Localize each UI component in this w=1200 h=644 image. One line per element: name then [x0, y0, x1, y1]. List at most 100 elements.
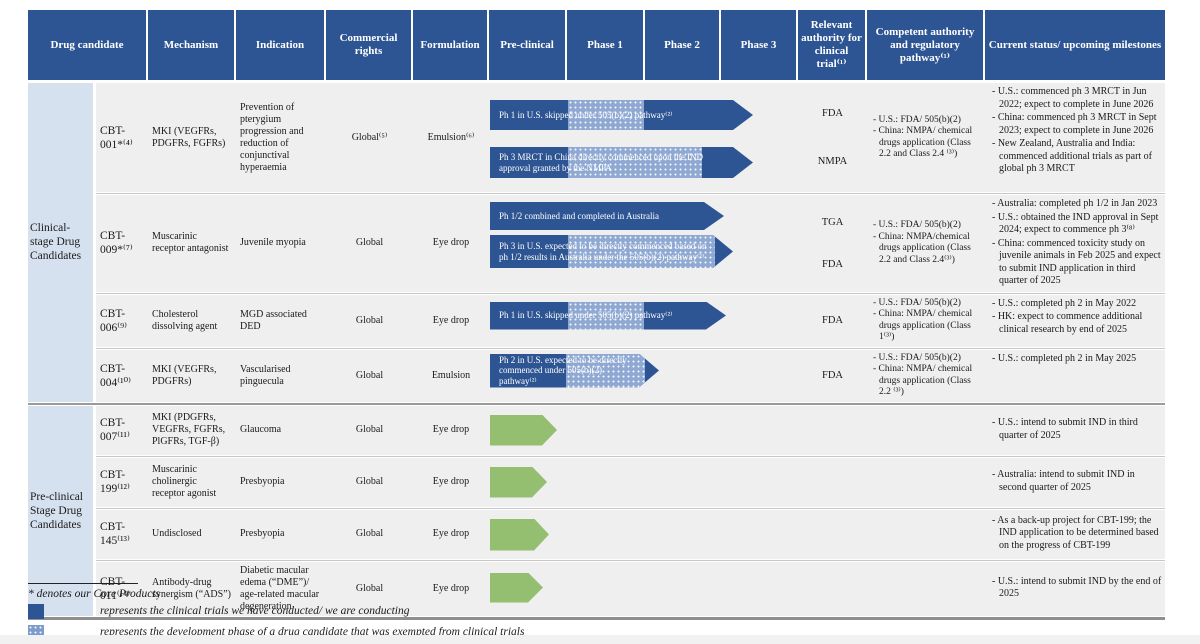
table-row-cbt-145: CBT-145⁽¹³⁾ Undisclosed Presbyopia Globa… [96, 509, 1165, 559]
column-header-commercial-rights: Commercial rights [326, 10, 413, 80]
cell-indication: Juvenile myopia [240, 237, 306, 249]
table-bottom-border [28, 616, 1165, 620]
status-line: - U.S.: intend to submit IND by the end … [992, 575, 1162, 600]
cell-current-status: - U.S.: completed ph 2 in May 2025 [985, 350, 1165, 402]
cell-mechanism: MKI (VEGFRs, PDGFRs, FGFRs) [152, 125, 226, 149]
table-row-cbt-199: CBT-199⁽¹²⁾ Muscarinic cholinergic recep… [96, 457, 1165, 507]
status-line: - As a back-up project for CBT-199; the … [992, 514, 1159, 551]
cell-current-status: - U.S.: intend to submit IND by the end … [985, 562, 1165, 616]
authority-label: NMPA [817, 156, 848, 168]
group-cell-clinical: Clinical-stage Drug Candidates [28, 83, 96, 402]
header-row: Drug candidate Mechanism Indication Comm… [28, 10, 1165, 80]
pre-clinical-arrow [490, 519, 549, 551]
cell-candidate: CBT-145⁽¹³⁾ [100, 521, 130, 547]
trial-arrow-label: Ph 1/2 combined and completed in Austral… [499, 210, 659, 221]
authority-label: TGA [821, 216, 844, 228]
exempted-phase-segment [568, 235, 715, 268]
cell-phase-timeline [489, 510, 798, 559]
status-line: - China: commenced ph 3 MRCT in Sept 202… [992, 112, 1157, 136]
status-line: - U.S.: intend to submit IND in third qu… [992, 417, 1138, 441]
pipeline-table: Drug candidate Mechanism Indication Comm… [28, 10, 1165, 620]
cell-commercial-rights: Global [355, 237, 384, 249]
table-row-cbt-006: CBT-006⁽⁹⁾ Cholesterol dissolving agent … [96, 294, 1165, 347]
cell-regulatory-pathway [867, 406, 985, 455]
table-row-cbt-011: CBT-011⁽¹⁴⁾ Antibody-drug synergism (“AD… [96, 561, 1165, 616]
cell-mechanism: MKI (VEGFRs, PDGFRs) [152, 363, 217, 387]
pathway-line: - China: NMPA/ chemical drugs applicatio… [873, 309, 973, 342]
cell-phase-timeline [489, 406, 798, 455]
conducted-arrow-shape [490, 235, 733, 268]
cell-phase-timeline: Ph 2 in U.S. expected to be directly com… [489, 350, 798, 402]
cell-phase-timeline: Ph 1 in U.S. skipped under 505(b)(2) pat… [489, 295, 798, 347]
pathway-line: - U.S.: FDA/ 505(b)(2) [873, 297, 961, 308]
cell-relevant-authority: TGA FDA [798, 195, 867, 292]
column-header-drug-candidate: Drug candidate [28, 10, 148, 80]
status-line: - China: commenced toxicity study on juv… [992, 237, 1161, 287]
pathway-line: - China: NMPA/ chemical drugs applicatio… [873, 364, 973, 397]
column-header-phase-1: Phase 1 [567, 10, 645, 80]
trial-arrow-label: Ph 1 in U.S. skipped under 505(b)(2) pat… [499, 310, 673, 321]
cell-candidate: CBT-006⁽⁹⁾ [100, 307, 127, 334]
status-line: - U.S.: obtained the IND approval in Sep… [992, 211, 1159, 236]
column-header-relevant-authority: Relevant authority for clinical trial⁽¹⁾ [798, 10, 867, 80]
cell-current-status: - U.S.: intend to submit IND in third qu… [985, 406, 1165, 455]
cell-indication: Vascularised pinguecula [240, 363, 291, 387]
cell-current-status: - U.S.: commenced ph 3 MRCT in Jun 2022;… [985, 83, 1165, 192]
cell-formulation: Eye drop [432, 237, 470, 249]
trial-arrow: Ph 3 MRCT in China directly commenced up… [490, 147, 753, 178]
conducted-arrow-shape [490, 147, 753, 178]
column-header-pre-clinical: Pre-clinical [489, 10, 567, 80]
cell-formulation: Eye drop [432, 528, 470, 539]
cell-mechanism: Antibody-drug synergism (“ADS”) [152, 576, 231, 600]
cell-relevant-authority [798, 562, 867, 616]
pathway-line: - U.S.: FDA/ 505(b)(2) [873, 114, 961, 125]
pre-clinical-arrow [490, 573, 543, 603]
cell-candidate: CBT-009*⁽⁷⁾ [100, 230, 133, 257]
trial-arrow-label: Ph 3 MRCT in China directly commenced up… [499, 152, 704, 173]
cell-candidate: CBT-007⁽¹¹⁾ [100, 417, 130, 443]
cell-relevant-authority: FDA [798, 350, 867, 402]
cell-phase-timeline [489, 562, 798, 616]
table-row-cbt-007: CBT-007⁽¹¹⁾ MKI (PDGFRs, VEGFRs, FGFRs, … [96, 405, 1165, 455]
legend-item-conducted: represents the clinical trials we have c… [28, 604, 409, 619]
trial-arrow: Ph 1 in U.S. skipped under 505(b)(2) pat… [490, 100, 753, 130]
authority-label: FDA [821, 315, 843, 326]
status-line: - HK: expect to commence additional clin… [992, 311, 1143, 335]
cell-indication: Glaucoma [240, 424, 282, 435]
core-products-footnote: * denotes our Core Products [28, 588, 161, 600]
trial-arrow-label: Ph 2 in U.S. expected to be directly com… [499, 354, 627, 386]
authority-label: FDA [821, 258, 843, 270]
cell-relevant-authority: FDA NMPA [798, 83, 867, 192]
cell-current-status: - Australia: intend to submit IND in sec… [985, 458, 1165, 507]
column-header-phase-3: Phase 3 [721, 10, 798, 80]
status-line: - Australia: intend to submit IND in sec… [992, 469, 1135, 493]
cell-indication: Prevention of pterygium progression and … [240, 101, 304, 173]
trial-arrow: Ph 2 in U.S. expected to be directly com… [490, 354, 659, 388]
cell-relevant-authority [798, 510, 867, 559]
cell-regulatory-pathway: - U.S.: FDA/ 505(b)(2) - China: NMPA/ ch… [867, 295, 985, 347]
exempted-phase-segment [568, 302, 644, 330]
cell-commercial-rights: Global [355, 476, 384, 487]
cell-current-status: - U.S.: completed ph 2 in May 2022 - HK:… [985, 295, 1165, 347]
column-header-formulation: Formulation [413, 10, 489, 80]
column-header-indication: Indication [236, 10, 326, 80]
cell-mechanism: Muscarinic cholinergic receptor agonist [152, 464, 217, 499]
cell-regulatory-pathway [867, 510, 985, 559]
trial-arrow-label: Ph 3 in U.S. expected to be directly com… [499, 241, 707, 262]
cell-mechanism: Undisclosed [152, 528, 202, 539]
group-cell-pre-clinical: Pre-clinical Stage Drug Candidates [28, 405, 96, 616]
cell-candidate: CBT-199⁽¹²⁾ [100, 469, 130, 495]
pre-clinical-arrow [490, 415, 557, 446]
cell-commercial-rights: Global⁽⁵⁾ [351, 131, 388, 143]
cell-commercial-rights: Global [355, 424, 384, 435]
exempted-phase-segment [568, 100, 644, 130]
exempted-phase-segment [568, 147, 702, 178]
cell-formulation: Emulsion⁽⁶⁾ [427, 131, 475, 143]
cell-mechanism: Muscarinic receptor antagonist [152, 231, 229, 255]
cell-candidate: CBT-004⁽¹⁰⁾ [100, 362, 131, 389]
pre-clinical-arrow [490, 467, 547, 498]
cell-formulation: Eye drop [432, 424, 470, 435]
cell-commercial-rights: Global [355, 369, 384, 381]
status-line: - U.S.: commenced ph 3 MRCT in Jun 2022;… [992, 86, 1154, 110]
authority-label: FDA [821, 370, 843, 381]
